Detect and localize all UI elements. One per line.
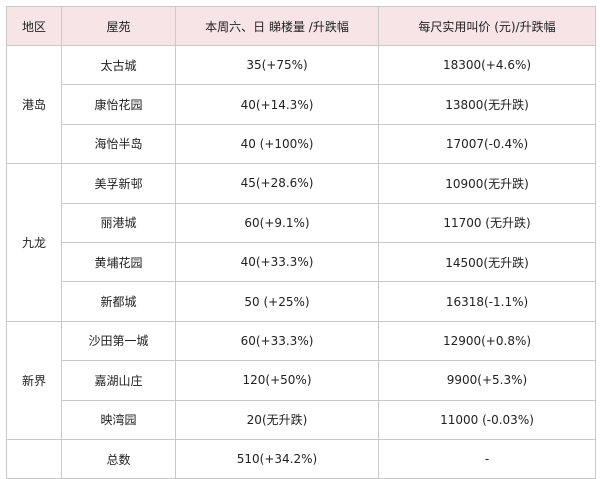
table-row: 新界 沙田第一城 60(+33.3%) 12900(+0.8%) xyxy=(6,320,596,440)
viewing-cell: 60(+33.3%) xyxy=(175,320,379,362)
total-viewing-cell: 510(+34.2%) xyxy=(175,438,379,479)
table-row: 海怡半岛 40 (+100%) 17007(-0.4%) xyxy=(7,123,596,165)
estate-cell: 丽港城 xyxy=(61,202,176,243)
table-row: 嘉湖山庄 120(+50%) 9900(+5.3%) xyxy=(7,360,596,401)
estate-cell: 黄埔花园 xyxy=(61,241,176,283)
table-row: 黄埔花园 40(+33.3%) 14500(无升跌) xyxy=(7,241,596,283)
table-row: 丽港城 60(+9.1%) 11700 (无升跌) xyxy=(7,202,596,243)
table-row: 港岛 太古城 35(+75%) 18300(+4.6%) xyxy=(6,44,596,165)
table-row: 映湾园 20(无升跌) 11000 (-0.03%) xyxy=(7,399,596,440)
region-cell: 九龙 xyxy=(6,163,62,322)
estate-cell: 沙田第一城 xyxy=(61,320,176,362)
viewing-cell: 40(+33.3%) xyxy=(175,241,379,283)
region-cell: 港岛 xyxy=(6,44,62,165)
estate-cell: 太古城 xyxy=(61,44,176,86)
region-cell: 新界 xyxy=(6,320,62,440)
header-region: 地区 xyxy=(6,6,62,46)
estate-cell: 嘉湖山庄 xyxy=(61,360,176,401)
table-row: 康怡花园 40(+14.3%) 13800(无升跌) xyxy=(7,84,596,125)
price-cell: 18300(+4.6%) xyxy=(378,44,596,86)
viewing-price-table: 地区 屋苑 本周六、日 睇楼量 /升跌幅 每尺实用叫价 (元)/升跌幅 港岛 太… xyxy=(6,6,596,479)
price-cell: 12900(+0.8%) xyxy=(378,320,596,362)
header-estate: 屋苑 xyxy=(61,6,176,46)
viewing-cell: 45(+28.6%) xyxy=(175,163,379,204)
viewing-cell: 20(无升跌) xyxy=(175,399,379,440)
viewing-cell: 60(+9.1%) xyxy=(175,202,379,243)
header-price: 每尺实用叫价 (元)/升跌幅 xyxy=(378,6,596,46)
estate-cell: 海怡半岛 xyxy=(61,123,176,165)
viewing-cell: 35(+75%) xyxy=(175,44,379,86)
viewing-cell: 40(+14.3%) xyxy=(175,84,379,125)
table-header: 地区 屋苑 本周六、日 睇楼量 /升跌幅 每尺实用叫价 (元)/升跌幅 xyxy=(6,6,596,46)
header-viewing: 本周六、日 睇楼量 /升跌幅 xyxy=(175,6,379,46)
viewing-cell: 50 (+25%) xyxy=(175,281,379,322)
estate-cell: 康怡花园 xyxy=(61,84,176,125)
table-row: 新都城 50 (+25%) 16318(-1.1%) xyxy=(7,281,596,322)
viewing-cell: 40 (+100%) xyxy=(175,123,379,165)
total-price-cell: - xyxy=(378,438,596,479)
table-body: 港岛 太古城 35(+75%) 18300(+4.6%) 康怡花园 40(+14… xyxy=(6,44,596,479)
estate-cell: 美孚新邨 xyxy=(61,163,176,204)
price-cell: 9900(+5.3%) xyxy=(378,360,596,401)
total-label: 总数 xyxy=(61,438,176,479)
price-cell: 11700 (无升跌) xyxy=(378,202,596,243)
table-row: 九龙 美孚新邨 45(+28.6%) 10900(无升跌) xyxy=(6,163,596,322)
price-cell: 10900(无升跌) xyxy=(378,163,596,204)
price-cell: 11000 (-0.03%) xyxy=(378,399,596,440)
price-cell: 13800(无升跌) xyxy=(378,84,596,125)
price-cell: 16318(-1.1%) xyxy=(378,281,596,322)
header-row: 地区 屋苑 本周六、日 睇楼量 /升跌幅 每尺实用叫价 (元)/升跌幅 xyxy=(6,6,596,46)
price-cell: 17007(-0.4%) xyxy=(378,123,596,165)
estate-cell: 新都城 xyxy=(61,281,176,322)
estate-cell: 映湾园 xyxy=(61,399,176,440)
total-row: 总数 510(+34.2%) - xyxy=(6,438,596,479)
total-region-cell xyxy=(6,438,62,479)
price-cell: 14500(无升跌) xyxy=(378,241,596,283)
viewing-cell: 120(+50%) xyxy=(175,360,379,401)
